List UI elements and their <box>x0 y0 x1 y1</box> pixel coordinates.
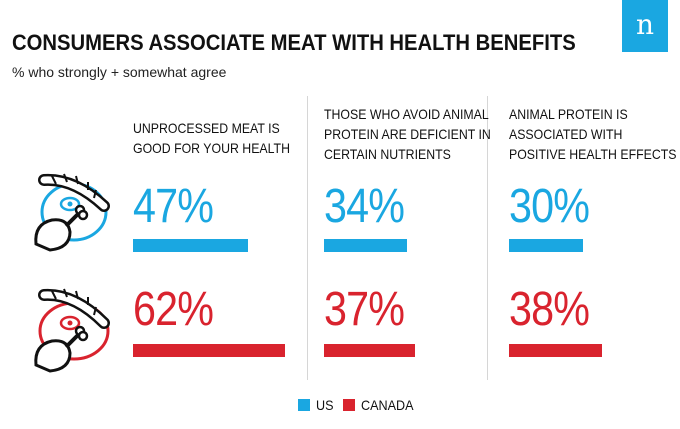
us-value-label-3: 30% <box>509 180 590 233</box>
chart-subtitle: % who strongly + somewhat agree <box>12 64 227 80</box>
category-label-1: UNPROCESSED MEAT IS GOOD FOR YOUR HEALTH <box>133 118 290 158</box>
legend-swatch-us <box>298 399 310 411</box>
chart-legend: US CANADA <box>0 397 680 417</box>
meat-plate-icon-canada <box>34 288 110 373</box>
legend-item-canada: CANADA <box>343 397 419 413</box>
legend-label-us: US <box>316 397 334 413</box>
canada-value-label-3: 38% <box>509 283 590 336</box>
canada-bar-1 <box>133 344 285 357</box>
column-divider-1 <box>307 96 308 380</box>
category-label-3-line-3: POSITIVE HEALTH EFFECTS <box>509 146 677 162</box>
category-label-1-line-1: UNPROCESSED MEAT IS <box>133 120 280 136</box>
brand-logo-bg <box>622 0 668 52</box>
category-label-2-line-2: PROTEIN ARE DEFICIENT IN <box>324 126 491 142</box>
category-label-2-line-1: THOSE WHO AVOID ANIMAL <box>324 106 489 122</box>
meat-plate-icon-us <box>34 173 110 252</box>
canada-value-label-1: 62% <box>133 283 214 336</box>
us-value-label-2: 34% <box>324 180 405 233</box>
legend-swatch-canada <box>343 399 355 411</box>
canada-bar-3 <box>509 344 602 357</box>
us-bar-3 <box>509 239 583 252</box>
legend-item-us: US <box>298 397 335 413</box>
us-value-label-1: 47% <box>133 180 214 233</box>
category-label-3-line-1: ANIMAL PROTEIN IS <box>509 106 628 122</box>
brand-logo: n <box>622 0 668 52</box>
category-label-1-line-2: GOOD FOR YOUR HEALTH <box>133 140 290 156</box>
legend-label-canada: CANADA <box>361 397 414 413</box>
canada-value-label-2: 37% <box>324 283 405 336</box>
brand-logo-letter: n <box>636 8 654 41</box>
category-label-3: ANIMAL PROTEIN IS ASSOCIATED WITH POSITI… <box>509 104 676 164</box>
column-divider-2 <box>487 96 488 380</box>
canada-bar-2 <box>324 344 415 357</box>
us-bar-1 <box>133 239 248 252</box>
chart-title: CONSUMERS ASSOCIATE MEAT WITH HEALTH BEN… <box>12 30 576 55</box>
category-label-3-line-2: ASSOCIATED WITH <box>509 126 623 142</box>
category-label-2: THOSE WHO AVOID ANIMAL PROTEIN ARE DEFIC… <box>324 104 491 164</box>
us-bar-2 <box>324 239 407 252</box>
category-label-2-line-3: CERTAIN NUTRIENTS <box>324 146 451 162</box>
